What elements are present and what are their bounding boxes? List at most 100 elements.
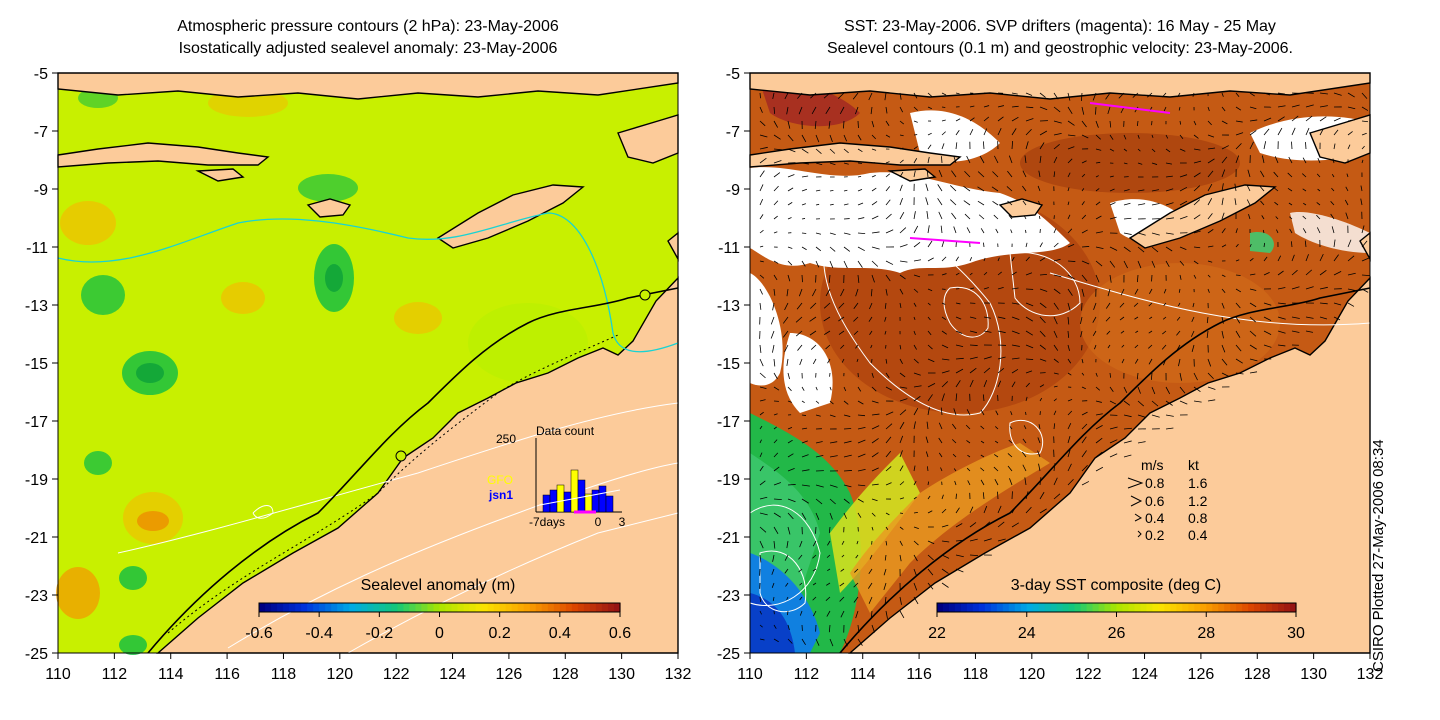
right-bathymetry-line (839, 287, 1371, 654)
y-tick-label: -15 (25, 356, 48, 373)
right-map-panel (749, 72, 1371, 654)
x-tick-label: 122 (1075, 666, 1102, 683)
right-title-line1: SST: 23-May-2006. SVP drifters (magenta)… (844, 18, 1276, 35)
x-tick-label: 112 (794, 666, 820, 683)
colorbar-tick-label: -0.6 (245, 625, 273, 642)
geostrophic-velocity-vectors (759, 92, 1370, 647)
left-colorbar-gradient (259, 603, 621, 612)
x-tick-label: 130 (1300, 666, 1327, 683)
y-tick-label: -23 (717, 588, 740, 605)
colorbar-tick-label: 0.6 (609, 625, 631, 642)
legend-header-ms: m/s (1141, 457, 1164, 473)
colorbar-tick-label: -0.4 (305, 625, 333, 642)
x-tick-label: 132 (1357, 666, 1384, 683)
x-tick-label: 124 (1131, 666, 1158, 683)
x-tick-label: 128 (1244, 666, 1271, 683)
legend-row-ms: 0.6 (1145, 493, 1165, 509)
left-map-panel (56, 72, 679, 655)
tide-gauge-marker (639, 289, 651, 301)
x-tick-label: 124 (439, 666, 466, 683)
left-colorbar: Sealevel anomaly (m) -0.6 -0.4 -0.2 0 0.2 0.4… (245, 577, 631, 642)
colorbar-tick-label: 24 (1018, 625, 1036, 642)
sla-anomaly-blobs (56, 88, 588, 655)
x-tick-label: 118 (963, 666, 989, 683)
legend-row-kt: 0.4 (1188, 527, 1208, 543)
left-colorbar-label: Sealevel anomaly (m) (361, 577, 516, 594)
x-tick-label: 122 (383, 666, 410, 683)
y-tick-label: -17 (717, 414, 740, 431)
right-title-line2: Sealevel contours (0.1 m) and geostrophi… (826, 40, 1293, 57)
y-tick-label: -25 (717, 646, 740, 663)
inset-legend-gfo: GFO (487, 473, 513, 487)
right-axes: 110 112 114 116 118 120 122 124 126 128 130 132 -5 -7… (717, 66, 1384, 683)
right-colorbar-label: 3-day SST composite (deg C) (1011, 577, 1221, 594)
inset-ymax-label: 250 (496, 432, 516, 446)
x-tick-label: 120 (1018, 666, 1045, 683)
legend-row-kt: 1.6 (1188, 475, 1208, 491)
legend-row-kt: 1.2 (1188, 493, 1208, 509)
colorbar-tick-label: 22 (928, 625, 946, 642)
y-tick-label: -11 (718, 240, 740, 257)
legend-header-kt: kt (1188, 457, 1199, 473)
inset-title: Data count (536, 424, 595, 438)
sealevel-contours (749, 218, 1371, 613)
right-colorbar: 3-day SST composite (deg C) 22 24 26 28 30 (928, 577, 1305, 642)
colorbar-tick-label: 28 (1197, 625, 1215, 642)
left-title-line2: Isostatically adjusted sealevel anomaly:… (178, 40, 558, 57)
x-tick-label: 126 (1188, 666, 1215, 683)
legend-row-kt: 0.8 (1188, 510, 1208, 526)
y-tick-label: -25 (25, 646, 48, 663)
colorbar-tick-label: 30 (1287, 625, 1305, 642)
y-tick-label: -7 (34, 124, 48, 141)
bathymetry-line (147, 287, 679, 654)
colorbar-tick-label: -0.2 (366, 625, 394, 642)
left-title-line1: Atmospheric pressure contours (2 hPa): 2… (177, 18, 559, 35)
right-colorbar-gradient (937, 603, 1297, 612)
inset-legend-jsn1: jsn1 (488, 488, 513, 502)
x-tick-label: 118 (271, 666, 297, 683)
x-tick-label: 130 (608, 666, 635, 683)
inset-x-label-start: -7days (529, 515, 565, 529)
x-tick-label: 110 (45, 666, 71, 683)
tide-gauge-marker (395, 450, 407, 462)
inset-x-label-end: 3 (619, 515, 626, 529)
y-tick-label: -5 (726, 66, 740, 83)
x-tick-label: 116 (906, 666, 932, 683)
x-tick-label: 110 (737, 666, 763, 683)
legend-arrow-0.2 (1137, 530, 1142, 538)
drifter-track (1089, 102, 1171, 114)
drifter-track (909, 237, 981, 244)
x-tick-label: 120 (326, 666, 353, 683)
cyan-contour (57, 212, 679, 353)
y-tick-label: -5 (34, 66, 48, 83)
y-tick-label: -21 (25, 530, 48, 547)
y-tick-label: -9 (726, 182, 740, 199)
colorbar-tick-label: 0 (435, 625, 444, 642)
inset-bars (539, 469, 621, 514)
data-count-inset: Data count 250 GFO jsn1 -7days 0 3 (487, 424, 626, 529)
legend-arrow-0.6 (1130, 495, 1143, 507)
left-axes: 110 112 114 116 118 120 122 124 126 128 130 132 -5 -7… (25, 66, 692, 683)
y-tick-label: -9 (34, 182, 48, 199)
inset-x-label-zero: 0 (595, 515, 602, 529)
shelf-dotted-line (167, 334, 619, 634)
x-tick-label: 128 (552, 666, 579, 683)
y-tick-label: -15 (717, 356, 740, 373)
colorbar-tick-label: 0.4 (549, 625, 571, 642)
legend-row-ms: 0.2 (1145, 527, 1165, 543)
colorbar-tick-label: 0.2 (489, 625, 511, 642)
colorbar-tick-label: 26 (1108, 625, 1126, 642)
x-tick-label: 112 (102, 666, 128, 683)
x-tick-label: 116 (214, 666, 240, 683)
x-tick-label: 114 (158, 666, 184, 683)
y-tick-label: -23 (25, 588, 48, 605)
legend-row-ms: 0.4 (1145, 510, 1165, 526)
y-tick-label: -17 (25, 414, 48, 431)
credit-text: CSIRO Plotted 27-May-2006 08:34 (1370, 439, 1387, 672)
y-tick-label: -21 (717, 530, 740, 547)
y-tick-label: -13 (717, 298, 740, 315)
y-tick-label: -13 (25, 298, 48, 315)
legend-arrow-0.8 (1127, 477, 1144, 489)
y-tick-label: -19 (717, 472, 740, 489)
